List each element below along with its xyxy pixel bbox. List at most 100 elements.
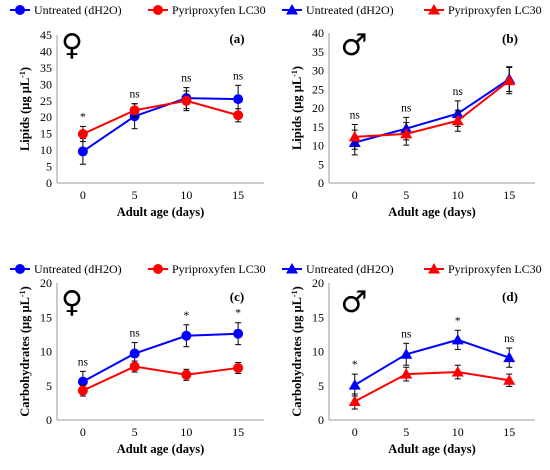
- significance-label: ns: [401, 328, 412, 340]
- y-axis-title-main: Lipids (μg μL: [290, 77, 304, 150]
- data-point: [233, 94, 244, 105]
- data-point: [181, 369, 192, 380]
- significance-label: ns: [453, 86, 464, 98]
- series-pyriproxyfen: [348, 67, 516, 150]
- legend-marker: [428, 263, 440, 274]
- significance-label: ns: [233, 70, 244, 82]
- x-tick-label: 10: [452, 425, 464, 439]
- x-tick-label: 10: [180, 188, 192, 202]
- y-tick-label: 35: [312, 45, 324, 59]
- data-point: [233, 328, 244, 339]
- y-tick-label: 10: [312, 345, 324, 359]
- significance-label: ns: [504, 333, 515, 345]
- legend-marker: [15, 264, 25, 274]
- data-point: [348, 379, 361, 390]
- chart-panel-3: 0 5 10 15 20 0 5 10 15 Adult age (days) Carbohydra…: [10, 262, 266, 456]
- y-tick-label: 10: [40, 143, 52, 157]
- data-point: [77, 128, 88, 139]
- legend-marker: [286, 4, 298, 15]
- y-axis-title-main: Carbohydrates (μg μL: [18, 297, 32, 417]
- legend-label: Pyriproxyfen LC30: [172, 262, 266, 276]
- significance-label: ns: [181, 73, 192, 85]
- data-point: [451, 333, 464, 345]
- series-line: [82, 365, 239, 392]
- series-untreated: [77, 322, 244, 393]
- x-tick-label: 15: [503, 425, 515, 439]
- series-line: [354, 371, 510, 403]
- significance-label: *: [455, 315, 461, 327]
- x-tick-label: 5: [132, 188, 138, 202]
- significance-label: *: [235, 308, 241, 320]
- legend-label: Pyriproxyfen LC30: [448, 262, 542, 276]
- panel-label: (d): [502, 289, 518, 304]
- y-tick-label: 10: [40, 345, 52, 359]
- significance-label: ns: [130, 328, 141, 340]
- significance-label: ns: [78, 356, 89, 368]
- y-axis-title-sup: -1: [290, 290, 299, 297]
- y-axis-title-close: ): [18, 286, 32, 290]
- data-point: [451, 114, 464, 126]
- y-tick-label: 0: [46, 176, 52, 190]
- data-point: [129, 105, 140, 116]
- significance-label: *: [352, 359, 358, 371]
- y-axis-title-close: ): [18, 67, 32, 71]
- x-tick-label: 5: [403, 425, 409, 439]
- y-tick-label: 20: [40, 276, 52, 290]
- x-tick-label: 10: [180, 425, 192, 439]
- series-line: [82, 99, 239, 135]
- y-tick-label: 30: [40, 77, 52, 91]
- y-axis-title-sup: -1: [290, 70, 299, 77]
- sex-symbol: ♂: [341, 28, 368, 63]
- y-tick-label: 20: [40, 110, 52, 124]
- data-point: [181, 330, 192, 341]
- chart-panel-4: 0 5 10 15 20 0 5 10 15 Adult age (days) Carbohydra…: [282, 262, 542, 456]
- x-tick-label: 0: [80, 188, 86, 202]
- x-tick-label: 5: [403, 188, 409, 202]
- x-tick-label: 15: [503, 188, 515, 202]
- y-tick-label: 20: [312, 276, 324, 290]
- sex-symbol: ♀: [61, 28, 83, 63]
- y-tick-label: 15: [312, 120, 324, 134]
- significance-label: ns: [401, 102, 412, 114]
- data-point: [77, 385, 88, 396]
- y-axis-title-close: ): [290, 66, 304, 70]
- significance-label: ns: [130, 89, 141, 101]
- y-tick-label: 5: [46, 160, 52, 174]
- series-pyriproxyfen: [77, 360, 244, 397]
- y-tick-label: 5: [318, 157, 324, 171]
- panel-label: (c): [230, 289, 244, 304]
- legend-marker: [428, 4, 440, 15]
- significance-label: ns: [350, 110, 361, 122]
- data-point: [233, 362, 244, 373]
- data-point: [129, 361, 140, 372]
- x-tick-label: 5: [132, 425, 138, 439]
- x-tick-label: 15: [232, 188, 244, 202]
- data-point: [503, 374, 516, 385]
- legend-label: Untreated (dH2O): [34, 3, 122, 17]
- y-tick-label: 5: [46, 379, 52, 393]
- y-axis-title-main: Lipids (μg μL: [18, 78, 32, 151]
- x-tick-label: 10: [452, 188, 464, 202]
- x-tick-label: 0: [352, 425, 358, 439]
- legend-marker: [153, 264, 163, 274]
- x-tick-label: 15: [232, 425, 244, 439]
- data-point: [77, 376, 88, 387]
- y-tick-label: 5: [318, 379, 324, 393]
- chart-panel-2: 0 5 10 15 20 25 30 35 40 0 5 10 15 Adult age (days) Li…: [282, 3, 542, 219]
- data-point: [503, 351, 516, 363]
- y-tick-label: 15: [312, 310, 324, 324]
- sex-symbol: ♀: [61, 285, 83, 320]
- y-tick-label: 0: [318, 176, 324, 190]
- y-tick-label: 10: [312, 139, 324, 153]
- series-line: [82, 332, 239, 383]
- data-point: [129, 348, 140, 359]
- series-line: [354, 338, 510, 386]
- series-line: [82, 97, 239, 153]
- series-untreated: [348, 329, 516, 397]
- y-axis-title-sup: -1: [18, 71, 27, 78]
- sex-symbol: ♂: [341, 285, 368, 320]
- data-point: [181, 95, 192, 106]
- x-tick-label: 0: [352, 188, 358, 202]
- legend-label: Pyriproxyfen LC30: [448, 3, 542, 17]
